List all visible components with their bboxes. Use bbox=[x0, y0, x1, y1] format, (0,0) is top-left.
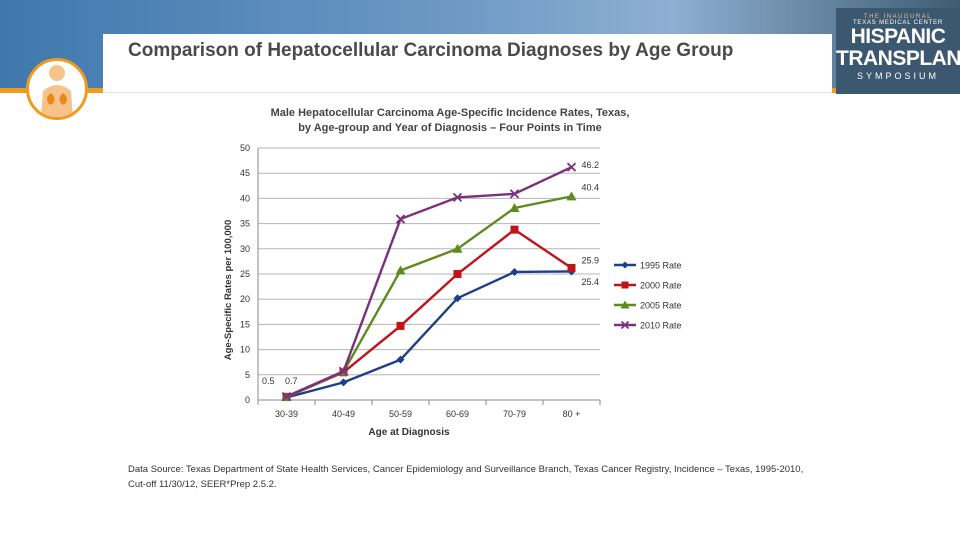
content-card bbox=[103, 34, 832, 495]
data-point bbox=[339, 378, 348, 387]
y-tick-label: 30 bbox=[240, 244, 250, 254]
data-label: 0.5 bbox=[262, 376, 275, 386]
data-point bbox=[452, 192, 463, 203]
legend-label: 1995 Rate bbox=[640, 261, 682, 271]
data-point bbox=[509, 202, 520, 212]
brand-line-hispanic: HISPANIC bbox=[850, 25, 946, 48]
y-tick-label: 40 bbox=[240, 193, 250, 203]
y-tick-label: 5 bbox=[245, 370, 250, 380]
data-point bbox=[395, 214, 406, 224]
y-tick-label: 0 bbox=[245, 395, 250, 405]
kidney-torso-icon bbox=[41, 65, 73, 117]
series-line bbox=[286, 228, 573, 399]
y-tick-label: 25 bbox=[240, 269, 250, 279]
chart-title-line-1: Male Hepatocellular Carcinoma Age-Specif… bbox=[270, 107, 630, 119]
chart-title: Male Hepatocellular Carcinoma Age-Specif… bbox=[240, 106, 660, 136]
brand-line-tmc: TEXAS MEDICAL CENTER bbox=[852, 20, 944, 26]
data-point bbox=[510, 225, 519, 234]
legend-label: 2010 Rate bbox=[640, 321, 682, 331]
legend-marker bbox=[620, 300, 630, 309]
legend-marker bbox=[621, 281, 629, 289]
data-point bbox=[509, 189, 520, 199]
slide-title: Comparison of Hepatocellular Carcinoma D… bbox=[128, 40, 734, 61]
y-tick-label: 50 bbox=[240, 143, 250, 153]
x-tick-label: 80 + bbox=[563, 409, 581, 419]
x-axis-label: Age at Diagnosis bbox=[368, 427, 450, 438]
y-tick-label: 20 bbox=[240, 294, 250, 304]
data-point bbox=[281, 391, 292, 402]
data-label: 0.7 bbox=[285, 376, 298, 386]
series-line bbox=[286, 166, 573, 398]
chart-title-line-2: by Age-group and Year of Diagnosis – Fou… bbox=[298, 122, 602, 134]
data-point bbox=[452, 243, 463, 253]
data-point bbox=[396, 355, 405, 364]
x-tick-label: 50-59 bbox=[389, 409, 412, 419]
y-axis-label: Age-Specific Rates per 100,000 bbox=[223, 220, 234, 360]
series-line bbox=[286, 195, 572, 399]
data-label: 46.2 bbox=[582, 160, 600, 170]
data-point bbox=[395, 265, 406, 275]
logo bbox=[26, 58, 88, 120]
y-tick-label: 45 bbox=[240, 168, 250, 178]
data-point bbox=[566, 162, 577, 172]
legend-marker bbox=[621, 261, 629, 269]
brand-line-symposium: SYMPOSIUM bbox=[856, 71, 939, 81]
symposium-brand: THE INAUGURAL TEXAS MEDICAL CENTER HISPA… bbox=[836, 8, 960, 94]
data-point bbox=[567, 263, 576, 272]
brand-line-transplant: TRANSPLANT bbox=[836, 47, 960, 70]
legend-label: 2000 Rate bbox=[640, 281, 682, 291]
legend-marker bbox=[620, 320, 630, 330]
data-point bbox=[510, 267, 519, 276]
data-label: 40.4 bbox=[582, 182, 600, 192]
data-point bbox=[453, 294, 462, 303]
legend-label: 2005 Rate bbox=[640, 301, 682, 311]
y-tick-label: 15 bbox=[240, 319, 250, 329]
title-divider bbox=[103, 92, 832, 93]
data-point bbox=[396, 321, 405, 330]
data-source-note: Data Source: Texas Department of State H… bbox=[128, 464, 804, 490]
series-line bbox=[286, 270, 572, 399]
y-tick-label: 10 bbox=[240, 345, 250, 355]
data-label: 25.4 bbox=[582, 277, 600, 287]
data-point bbox=[338, 366, 349, 376]
data-point bbox=[566, 191, 577, 201]
data-point bbox=[453, 270, 462, 278]
x-tick-label: 40-49 bbox=[332, 409, 355, 419]
brand-line-inaugural: THE INAUGURAL bbox=[863, 14, 933, 20]
data-label: 25.9 bbox=[582, 255, 600, 265]
x-tick-label: 30-39 bbox=[275, 409, 298, 419]
x-tick-label: 60-69 bbox=[446, 409, 469, 419]
x-tick-label: 70-79 bbox=[503, 409, 526, 419]
y-tick-label: 35 bbox=[240, 219, 250, 229]
